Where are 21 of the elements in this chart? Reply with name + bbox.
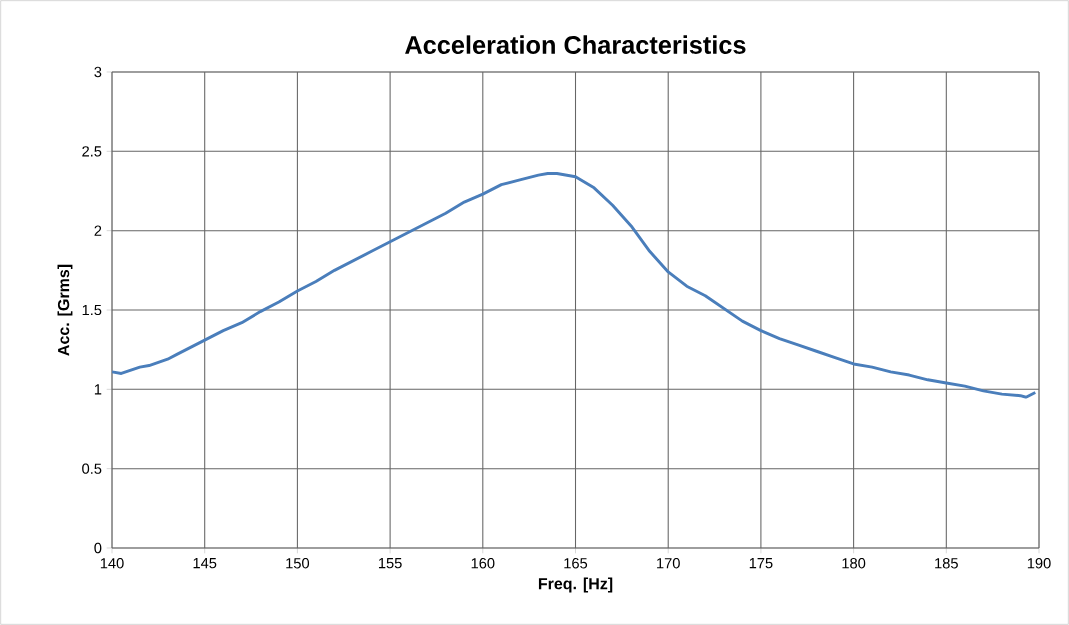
- y-tick-label: 1.5: [82, 304, 102, 316]
- y-tick-label: 0.5: [82, 463, 102, 474]
- x-tick-label: 190: [1027, 558, 1051, 569]
- chart-title: Acceleration Characteristics: [405, 35, 746, 54]
- x-tick-label: 165: [564, 558, 588, 569]
- x-tick-label: 155: [378, 558, 402, 569]
- x-tick-label: 175: [749, 558, 773, 569]
- y-tick-label: 2: [94, 225, 102, 236]
- y-tick-label: 1: [94, 384, 102, 395]
- x-tick-label: 180: [842, 558, 866, 569]
- x-tick-label: 160: [471, 558, 495, 569]
- y-tick-label: 2.5: [82, 146, 102, 157]
- x-tick-label: 185: [935, 558, 958, 569]
- y-tick-label: 3: [94, 66, 102, 78]
- y-axis-title: Acc. [Grms]: [57, 264, 73, 356]
- y-tick-label: 0: [94, 542, 102, 554]
- x-tick-label: 150: [286, 558, 310, 569]
- x-tick-label: 140: [100, 558, 124, 569]
- x-axis-title: Freq. [Hz]: [538, 577, 613, 593]
- x-tick-label: 170: [657, 558, 680, 569]
- x-tick-label: 145: [193, 558, 217, 569]
